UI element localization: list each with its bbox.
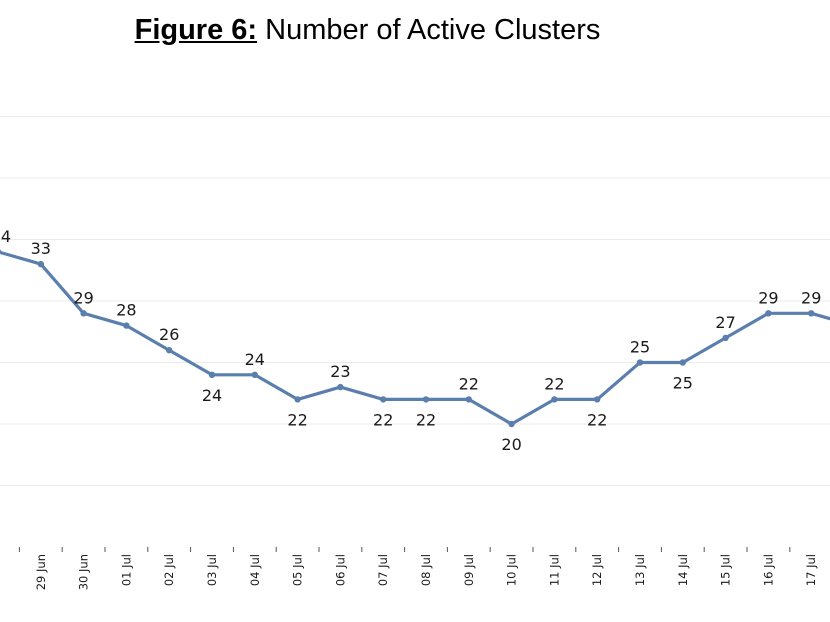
data-point: [166, 347, 173, 354]
data-label: 22: [544, 374, 564, 393]
x-axis: [18, 547, 791, 552]
data-label: 28: [116, 301, 136, 320]
data-point: [636, 359, 644, 366]
x-tick-label: 05 Jul: [291, 554, 305, 586]
data-point: [0, 249, 2, 255]
data-point: [80, 310, 87, 317]
data-point: [551, 396, 558, 403]
data-label: 27: [715, 313, 735, 332]
data-label: 22: [459, 374, 479, 393]
data-point: [294, 396, 301, 403]
data-label: 29: [758, 288, 778, 307]
data-point: [808, 310, 815, 317]
data-label: 29: [801, 288, 821, 307]
data-points: [0, 249, 815, 428]
x-tick-label: 13 Jul: [633, 554, 647, 586]
data-point: [679, 359, 686, 366]
x-tick-label: 01 Jul: [119, 554, 133, 586]
data-point: [208, 371, 216, 378]
x-tick-label: 08 Jul: [419, 554, 433, 586]
data-label: 29: [73, 288, 93, 307]
chart-title: Figure 6: Number of Active Clusters: [0, 14, 735, 47]
series-line-group: [0, 250, 830, 426]
x-tick-label: 07 Jul: [376, 554, 390, 586]
x-tick-label: 14 Jul: [676, 554, 690, 586]
x-tick-label: 03 Jul: [205, 554, 219, 586]
data-point: [508, 420, 515, 428]
data-label: 24: [202, 386, 222, 405]
x-tick-label: 09 Jul: [462, 554, 476, 586]
x-tick-label: 04 Jul: [248, 554, 262, 586]
data-label: 22: [416, 410, 436, 429]
data-label: 4: [1, 227, 11, 246]
x-tick-label: 12 Jul: [590, 554, 604, 586]
data-point: [594, 396, 601, 403]
data-label: 25: [630, 338, 650, 357]
x-tick-label: 16 Jul: [761, 554, 775, 586]
data-point: [123, 322, 130, 329]
figure-label: Figure 6:: [134, 14, 258, 46]
x-tick-label: 30 Jun: [77, 554, 91, 590]
x-tick-label: 02 Jul: [162, 554, 176, 586]
data-label: 20: [501, 435, 521, 454]
data-point: [380, 396, 387, 403]
x-tick-label: 06 Jul: [333, 554, 347, 586]
x-tick-label: 17 Jul: [804, 554, 818, 586]
data-label: 22: [587, 410, 607, 429]
data-label: 25: [673, 374, 693, 393]
data-point: [465, 396, 472, 403]
data-point: [37, 260, 44, 268]
data-label: 33: [31, 239, 51, 258]
data-label: 22: [373, 410, 393, 429]
data-point: [251, 371, 258, 378]
data-point: [722, 334, 729, 342]
data-point: [765, 310, 772, 317]
data-point: [337, 383, 344, 391]
x-tick-labels: 29 Jun 30 Jun 01 Jul 02 Jul 03 Jul 04 Jul 05 J…: [34, 554, 818, 590]
data-label: 26: [159, 325, 179, 344]
data-label: 24: [245, 350, 265, 369]
data-point: [422, 396, 430, 403]
gridlines: [0, 116, 830, 486]
data-label: 23: [330, 362, 350, 381]
x-tick-label: 29 Jun: [34, 554, 48, 590]
data-label: 22: [287, 410, 307, 429]
data-labels: 4 33 29 28 26 24 24 22 23 22 22 22 20 22 22 25 25 27 29 29: [1, 227, 821, 454]
x-tick-label: 11 Jul: [547, 554, 561, 586]
series-line: [0, 250, 830, 426]
figure-title-text: Number of Active Clusters: [265, 14, 601, 46]
x-tick-label: 15 Jul: [719, 554, 733, 586]
x-tick-label: 10 Jul: [505, 554, 519, 586]
